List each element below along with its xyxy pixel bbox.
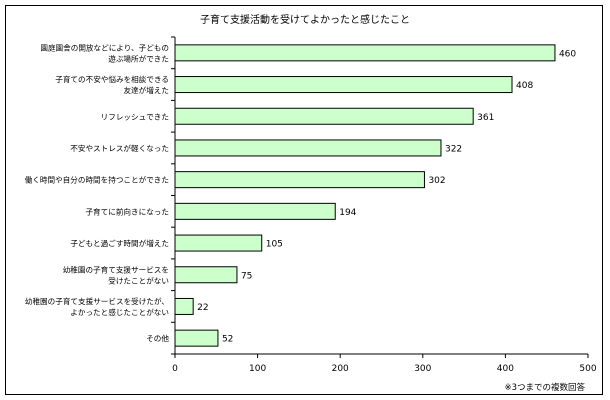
category-label: その他 — [146, 333, 169, 343]
x-tick-label: 100 — [249, 364, 266, 374]
bar — [174, 171, 425, 189]
bar-value-label: 52 — [222, 335, 233, 345]
bar-value-label: 361 — [477, 113, 494, 123]
bar — [174, 202, 336, 220]
bar — [174, 139, 442, 157]
bar — [174, 266, 238, 284]
bar-value-label: 322 — [445, 144, 462, 154]
category-label: 園庭園舎の開放などにより、子どもの — [40, 42, 169, 52]
x-tick-label: 300 — [414, 364, 431, 374]
category-label: 子どもと過ごす時間が増えた — [70, 238, 169, 248]
category-label: 幼稚園の子育て支援サービスを — [63, 264, 169, 274]
x-tick-label: 400 — [497, 364, 514, 374]
category-label: よかったと感じたことがない — [70, 307, 169, 317]
bar — [174, 329, 219, 347]
category-label: 働く時間や自分の時間を持つことができた — [25, 175, 169, 185]
bar-value-label: 22 — [197, 303, 208, 313]
bar-value-label: 75 — [241, 271, 252, 281]
chart-footnote: ※3つまでの複数回答 — [504, 382, 585, 393]
category-label: 子育てに前向きになった — [85, 206, 169, 216]
bar — [174, 107, 474, 125]
x-tick-label: 500 — [579, 364, 596, 374]
category-label: 友達が増えた — [123, 85, 169, 95]
bar-value-label: 408 — [516, 81, 533, 91]
category-label: リフレッシュできた — [101, 112, 169, 121]
bar — [174, 234, 263, 252]
bar — [174, 76, 513, 94]
chart-title: 子育て支援活動を受けてよかったと感じたこと — [200, 13, 410, 26]
bar — [174, 297, 194, 315]
bar-value-label: 194 — [339, 208, 356, 218]
x-tick-label: 200 — [332, 364, 349, 374]
category-label: 不安やストレスが軽くなった — [70, 143, 169, 153]
plot-area: 0 100 200 300 400 500 460 園庭園舎の開放などにより、子どもの遊ぶ場所… — [25, 36, 597, 374]
category-label: 幼稚園の子育て支援サービスを受けたが、 — [25, 296, 169, 306]
x-tick-label: 0 — [172, 364, 178, 374]
bar-value-label: 105 — [266, 240, 283, 250]
chart-frame — [5, 5, 603, 395]
bar — [174, 44, 556, 62]
bar-value-label: 302 — [428, 176, 445, 186]
bar-value-label: 460 — [559, 49, 576, 59]
category-label: 受けたことがない — [108, 275, 169, 285]
category-label: 子育ての不安や悩みを相談できる — [55, 74, 169, 84]
category-label: 遊ぶ場所ができた — [108, 53, 169, 63]
